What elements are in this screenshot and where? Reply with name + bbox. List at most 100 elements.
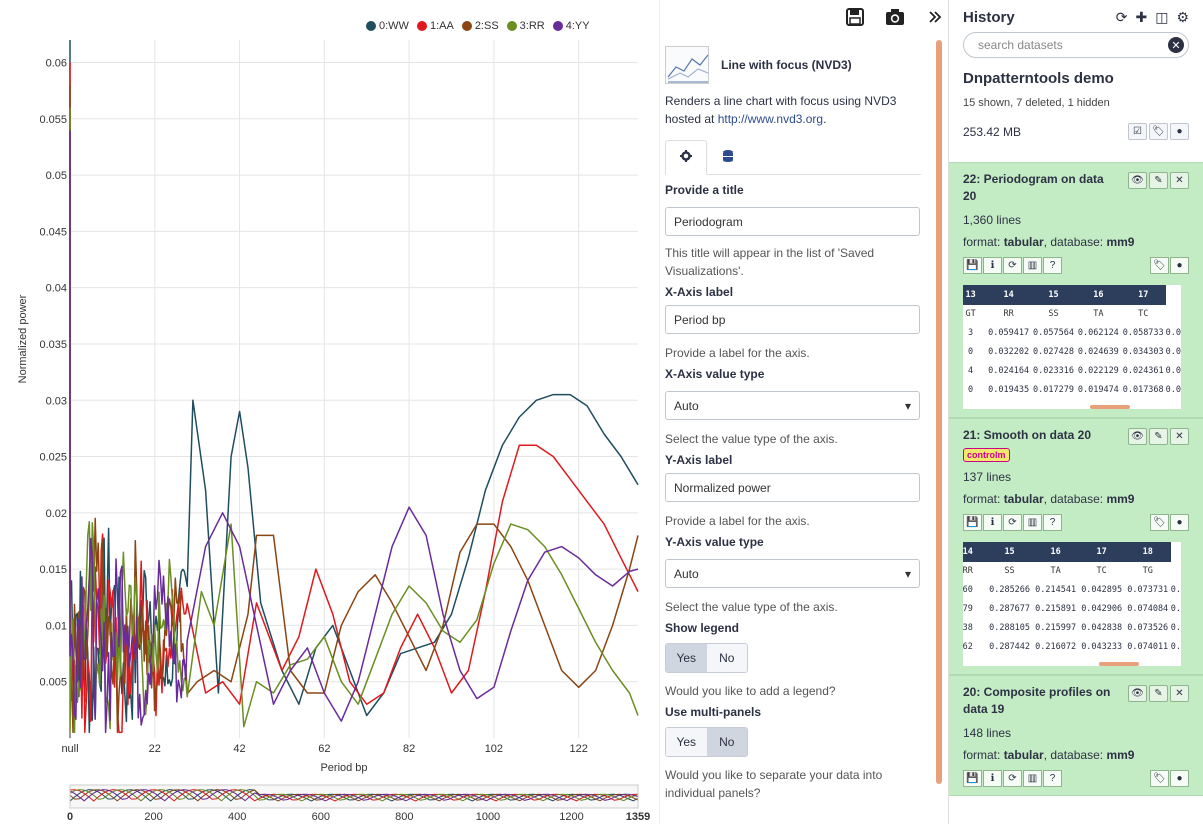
eye-icon[interactable]: 👁 xyxy=(1128,685,1147,702)
legend-item[interactable]: 4:YY xyxy=(552,20,590,32)
focus-line-4-YY xyxy=(69,787,639,802)
help-icon[interactable]: ? xyxy=(1043,257,1062,274)
tags-icon[interactable]: 🏷 xyxy=(1149,123,1168,140)
help-icon[interactable]: ? xyxy=(1043,770,1062,787)
peek-cell: 0 xyxy=(968,347,974,357)
pencil-icon[interactable]: ✎ xyxy=(1149,172,1168,189)
dataset-title[interactable]: 21: Smooth on data 20 xyxy=(963,428,1092,442)
legend-item[interactable]: 2:SS xyxy=(461,20,499,32)
y-tick-label: 0.06 xyxy=(46,58,67,70)
line-chart[interactable]: 0.005 0.01 0.015 0.02 0.025 0.03 0.035 0.04 0.04… xyxy=(0,0,660,824)
peek-header: 16 xyxy=(1032,542,1079,562)
series-line-2-SS[interactable] xyxy=(69,85,639,734)
pencil-icon[interactable]: ✎ xyxy=(1149,685,1168,702)
eye-icon[interactable]: 👁 xyxy=(1128,428,1147,445)
ylabel-input[interactable]: Normalized power xyxy=(665,473,920,502)
peek-cell: 0. xyxy=(1170,642,1181,652)
tab-data[interactable] xyxy=(707,140,749,175)
search-datasets-input[interactable]: search datasets ✕ xyxy=(963,32,1189,58)
history-stats: 15 shown, 7 deleted, 1 hidden xyxy=(963,97,1110,109)
name-tag-badge: controlm xyxy=(963,448,1010,462)
peek-scrollbar[interactable] xyxy=(1099,662,1139,666)
dataset-title[interactable]: 20: Composite profiles on data 19 xyxy=(963,685,1111,716)
info-icon[interactable]: ℹ xyxy=(983,514,1002,531)
camera-icon[interactable] xyxy=(884,6,906,28)
xtype-select[interactable]: Auto ▾ xyxy=(665,391,920,420)
legend-yes-button[interactable]: Yes xyxy=(666,644,707,672)
multi-label: Use multi-panels xyxy=(665,705,762,719)
peek-scrollbar[interactable] xyxy=(1090,405,1130,409)
multi-no-button[interactable]: No xyxy=(706,728,747,756)
title-label: Provide a title xyxy=(665,183,744,197)
legend-item[interactable]: 1:AA xyxy=(416,20,454,32)
eye-icon[interactable]: 👁 xyxy=(1128,172,1147,189)
refresh-icon[interactable]: ⟳ xyxy=(1115,8,1128,25)
dataset-item[interactable]: 20: Composite profiles on data 19 👁 ✎ ✕ 148 … xyxy=(949,675,1203,796)
download-icon[interactable]: 💾 xyxy=(963,770,982,787)
gear-icon[interactable]: ⚙ xyxy=(1176,8,1189,25)
legend-no-button[interactable]: No xyxy=(706,644,747,672)
plus-icon[interactable]: ✚ xyxy=(1135,8,1148,25)
legend-item[interactable]: 0:WW xyxy=(366,20,409,32)
clear-search-icon[interactable]: ✕ xyxy=(1168,37,1184,53)
columns-icon[interactable]: ◫ xyxy=(1155,8,1169,25)
history-name[interactable]: Dnpatterntools demo xyxy=(963,70,1114,87)
download-icon[interactable]: 💾 xyxy=(963,257,982,274)
peek-cell: 0.074011 xyxy=(1127,642,1169,652)
delete-icon[interactable]: ✕ xyxy=(1170,685,1189,702)
download-icon[interactable]: 💾 xyxy=(963,514,982,531)
dataset-item[interactable]: 21: Smooth on data 20 👁 ✎ ✕ controlm 137 line… xyxy=(949,418,1203,675)
select-datasets-icon[interactable]: ☑ xyxy=(1128,123,1147,140)
legend-label: 1:AA xyxy=(429,20,454,32)
delete-icon[interactable]: ✕ xyxy=(1170,172,1189,189)
pencil-icon[interactable]: ✎ xyxy=(1149,428,1168,445)
nvd3-link[interactable]: http://www.nvd3.org xyxy=(717,112,824,126)
save-icon[interactable] xyxy=(844,6,866,28)
rerun-icon[interactable]: ⟳ xyxy=(1003,770,1022,787)
info-icon[interactable]: ℹ xyxy=(983,257,1002,274)
y-tick-label: 0.02 xyxy=(46,508,67,520)
annotation-icon[interactable]: ● xyxy=(1170,770,1189,787)
xlabel-help: Provide a label for the axis. xyxy=(665,346,810,360)
annotation-icon[interactable]: ● xyxy=(1170,123,1189,140)
tags-icon[interactable]: 🏷 xyxy=(1150,257,1169,274)
annotation-icon[interactable]: ● xyxy=(1170,514,1189,531)
focus-line-0-WW xyxy=(69,787,639,803)
peek-cell: 62 xyxy=(963,642,973,652)
dataset-tag-group: 🏷 ● xyxy=(1150,257,1189,274)
expand-icon[interactable] xyxy=(924,6,946,28)
xlabel-value: Period bp xyxy=(674,312,726,327)
peek-cell: 0.285266 xyxy=(989,585,1031,595)
annotation-icon[interactable]: ● xyxy=(1170,257,1189,274)
ytype-select[interactable]: Auto ▾ xyxy=(665,559,920,588)
tab-settings[interactable] xyxy=(665,140,707,175)
dataset-title[interactable]: 22: Periodogram on data 20 xyxy=(963,172,1104,203)
info-icon[interactable]: ℹ xyxy=(983,770,1002,787)
viz-title: Line with focus (NVD3) xyxy=(721,58,852,72)
title-input[interactable]: Periodogram xyxy=(665,207,920,236)
xlabel-input[interactable]: Period bp xyxy=(665,305,920,334)
focus-tick-label: 1359 xyxy=(626,811,650,823)
series-line-4-YY[interactable] xyxy=(69,130,639,734)
visualize-icon[interactable]: ▥ xyxy=(1023,770,1042,787)
help-icon[interactable]: ? xyxy=(1043,514,1062,531)
peek-cell: 0.058733 xyxy=(1122,328,1164,338)
tags-icon[interactable]: 🏷 xyxy=(1150,514,1169,531)
visualize-icon[interactable]: ▥ xyxy=(1023,257,1042,274)
peek-colname: RR xyxy=(963,566,973,576)
multi-yes-button[interactable]: Yes xyxy=(666,728,707,756)
rerun-icon[interactable]: ⟳ xyxy=(1003,257,1022,274)
viz-thumbnail xyxy=(665,46,709,84)
series-line-3-RR[interactable] xyxy=(69,107,639,734)
dataset-item[interactable]: 22: Periodogram on data 20 👁 ✎ ✕ 1,360 lines… xyxy=(949,162,1203,418)
delete-icon[interactable]: ✕ xyxy=(1170,428,1189,445)
legend-item[interactable]: 3:RR xyxy=(506,20,545,32)
peek-header: 13 xyxy=(963,285,987,305)
rerun-icon[interactable]: ⟳ xyxy=(1003,514,1022,531)
visualize-icon[interactable]: ▥ xyxy=(1023,514,1042,531)
tags-icon[interactable]: 🏷 xyxy=(1150,770,1169,787)
panel-scrollbar[interactable] xyxy=(936,40,942,784)
history-hscrollbar[interactable] xyxy=(949,812,1203,824)
peek-cell: 0.074084 xyxy=(1127,604,1169,614)
